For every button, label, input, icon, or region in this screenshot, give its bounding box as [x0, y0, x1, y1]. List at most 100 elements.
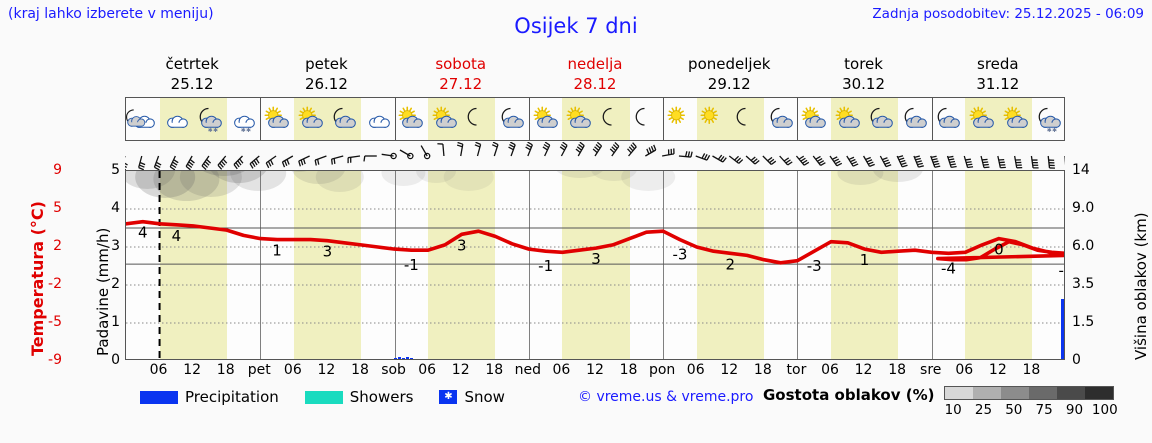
precipitation-bar — [1061, 299, 1064, 359]
time-tick: ned — [514, 362, 542, 378]
wind-barb — [997, 155, 1006, 169]
cloud-density-blob — [230, 171, 287, 191]
daylight-band — [428, 171, 496, 359]
cloud-height-axis-title-text: Višina oblakov (km) — [1132, 212, 1150, 360]
time-tick: tor — [786, 362, 807, 378]
cloud-density-blob — [135, 171, 196, 198]
wind-barb — [249, 155, 260, 169]
day-header-6: sreda 31.12 — [931, 54, 1065, 96]
wind-barb — [508, 142, 516, 157]
wind-barb — [662, 148, 675, 157]
axis-tick: 0 — [1072, 352, 1081, 368]
axis-tick: 3.5 — [1072, 276, 1095, 292]
sun-cloud-icon — [264, 106, 289, 128]
wind-barb — [233, 155, 244, 170]
location-hint: (kraj lahko izberete v meniju) — [8, 6, 214, 22]
precipitation-bar — [406, 357, 409, 359]
sun-cloud-icon — [969, 106, 994, 128]
colorbar-segment-4 — [1057, 387, 1085, 399]
sky-cell-1 — [159, 98, 194, 140]
day-separator — [528, 98, 530, 140]
moon-cloud-snow-icon: ✱ ✱ — [199, 107, 222, 132]
sky-cell-3: ✱ ✱ — [227, 98, 261, 140]
axis-tick: 1.5 — [1072, 314, 1095, 330]
sky-cell-11 — [495, 98, 529, 140]
sky-cell-14 — [596, 98, 630, 140]
axis-tick: 2 — [111, 276, 120, 292]
wind-barb — [930, 155, 941, 168]
temperature-axis-title: Temperatura (°C) — [6, 170, 47, 360]
sky-cell-2: ✱ ✱ — [193, 98, 227, 140]
wind-barb — [1047, 155, 1055, 169]
wind-barb — [456, 142, 464, 157]
day-header-5: torek 30.12 — [796, 54, 930, 96]
temperature-value-label: 1 — [272, 242, 282, 260]
day-name: petek — [305, 55, 348, 73]
daylight-band — [965, 171, 1033, 359]
cloud-density-blob — [126, 171, 176, 189]
wind-barb — [913, 155, 924, 168]
wind-barb — [678, 151, 693, 158]
daylight-band — [696, 171, 764, 359]
sky-cell-24 — [932, 98, 966, 140]
temperature-value-label: -3 — [1059, 261, 1065, 279]
sun-icon — [700, 106, 719, 124]
sky-cell-12 — [529, 98, 563, 140]
day-name: nedelja — [567, 55, 623, 73]
cloud-density-blob — [290, 171, 308, 172]
cloud-density-blob — [292, 171, 345, 184]
cloud-density-title: Gostota oblakov (%) — [763, 386, 935, 404]
wind-barb — [474, 142, 482, 157]
sky-cell-partial — [126, 98, 146, 140]
snow-swatch-icon: ✱ — [439, 390, 458, 404]
day-header-row: četrtek 25.12 petek 26.12 sobota 27.12 nedelja… — [125, 54, 1065, 96]
time-tick: 18 — [619, 362, 638, 378]
moon-cloud-snow-icon: ✱ ✱ — [1038, 107, 1062, 132]
wind-barb — [525, 142, 533, 157]
moon-cloud-icon — [871, 107, 894, 128]
last-update-label: Zadnja posodobitev: 25.12.2025 - 06:09 — [872, 6, 1144, 22]
axis-tick: -9 — [48, 352, 62, 368]
copyright-label[interactable]: © vreme.us & vreme.pro — [578, 389, 754, 405]
wind-barb — [399, 149, 414, 160]
wind-barb — [575, 142, 585, 157]
daylight-band — [562, 171, 630, 359]
precipitation-bar — [402, 358, 405, 359]
wind-barb — [712, 154, 727, 163]
wind-barb — [420, 145, 431, 160]
time-tick: 12 — [586, 362, 604, 378]
cloud-density-blob — [591, 171, 637, 181]
legend-item-precipitation: Precipitation — [140, 388, 279, 406]
precipitation-bar — [394, 358, 397, 359]
wind-barb — [559, 142, 568, 157]
time-tick: 12 — [988, 362, 1007, 378]
day-separator — [394, 171, 396, 359]
sun-cloud-icon — [835, 106, 860, 128]
wind-barb — [330, 155, 344, 165]
sky-cell-26 — [998, 98, 1033, 140]
wind-barb — [627, 142, 637, 157]
precipitation-axis-ticks: 5 4 3 2 1 0 — [98, 162, 122, 368]
cloud-density-blob — [416, 171, 457, 183]
temperature-value-label: 3 — [591, 250, 601, 268]
time-tick: 12 — [183, 362, 202, 378]
sky-cell-9 — [428, 98, 462, 140]
sky-cell-18 — [730, 98, 764, 140]
time-tick: 06 — [149, 362, 168, 378]
day-separator — [931, 98, 933, 140]
day-header-4: ponedeljek 29.12 — [662, 54, 796, 96]
cloud-icon — [167, 115, 189, 128]
cloud-density-blob — [837, 171, 884, 185]
precipitation-swatch-icon — [140, 390, 178, 404]
temperature-value-label: 0 — [994, 241, 1004, 259]
wind-barb — [695, 153, 711, 161]
colorbar-tick: 50 — [1005, 402, 1023, 418]
wind-barb — [542, 142, 551, 157]
wind-barb — [363, 155, 377, 162]
wind-barb — [381, 152, 397, 160]
wind-barb — [863, 155, 875, 167]
wind-barb — [795, 155, 810, 166]
day-header-2: sobota 27.12 — [394, 54, 528, 96]
time-tick: 18 — [753, 362, 772, 378]
wind-barb — [592, 142, 603, 157]
